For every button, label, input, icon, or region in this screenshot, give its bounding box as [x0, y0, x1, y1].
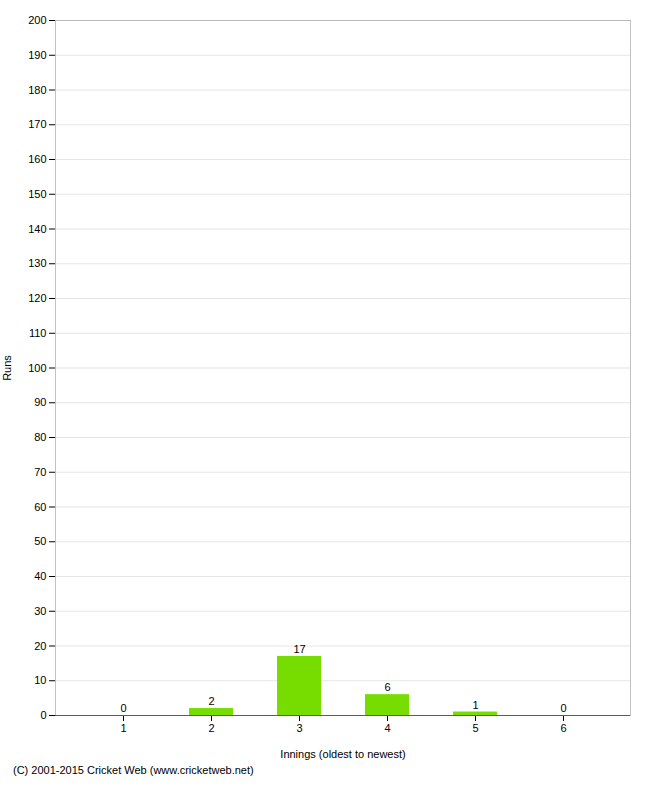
svg-text:Runs: Runs [1, 355, 13, 381]
svg-text:200: 200 [28, 14, 46, 26]
svg-text:6: 6 [384, 681, 390, 693]
svg-text:2: 2 [208, 722, 214, 734]
svg-text:170: 170 [28, 118, 46, 130]
svg-text:17: 17 [293, 643, 305, 655]
svg-text:0: 0 [40, 709, 46, 721]
svg-text:100: 100 [28, 362, 46, 374]
svg-text:30: 30 [34, 605, 46, 617]
svg-text:180: 180 [28, 84, 46, 96]
svg-text:160: 160 [28, 153, 46, 165]
svg-text:3: 3 [296, 722, 302, 734]
svg-text:50: 50 [34, 535, 46, 547]
html-text:(C) 2001-2015 Cricket Web (www: (C) 2001-2015 Cricket Web (www.cricketwe… [13, 764, 254, 776]
svg-text:1: 1 [120, 722, 126, 734]
svg-text:1: 1 [472, 699, 478, 711]
svg-text:10: 10 [34, 674, 46, 686]
svg-text:20: 20 [34, 640, 46, 652]
svg-text:80: 80 [34, 431, 46, 443]
svg-text:4: 4 [384, 722, 390, 734]
svg-text:190: 190 [28, 49, 46, 61]
svg-text:6: 6 [560, 722, 566, 734]
svg-text:60: 60 [34, 501, 46, 513]
svg-text:5: 5 [472, 722, 478, 734]
svg-text:90: 90 [34, 396, 46, 408]
svg-text:70: 70 [34, 466, 46, 478]
svg-text:110: 110 [29, 327, 47, 339]
svg-text:120: 120 [28, 292, 46, 304]
svg-text:40: 40 [34, 570, 46, 582]
svg-text:150: 150 [28, 188, 46, 200]
svg-text:2: 2 [208, 695, 214, 707]
svg-text:140: 140 [28, 223, 46, 235]
svg-text:Innings (oldest to newest): Innings (oldest to newest) [280, 748, 405, 760]
svg-text:0: 0 [120, 702, 126, 714]
svg-text:0: 0 [560, 702, 566, 714]
svg-text:130: 130 [28, 257, 46, 269]
